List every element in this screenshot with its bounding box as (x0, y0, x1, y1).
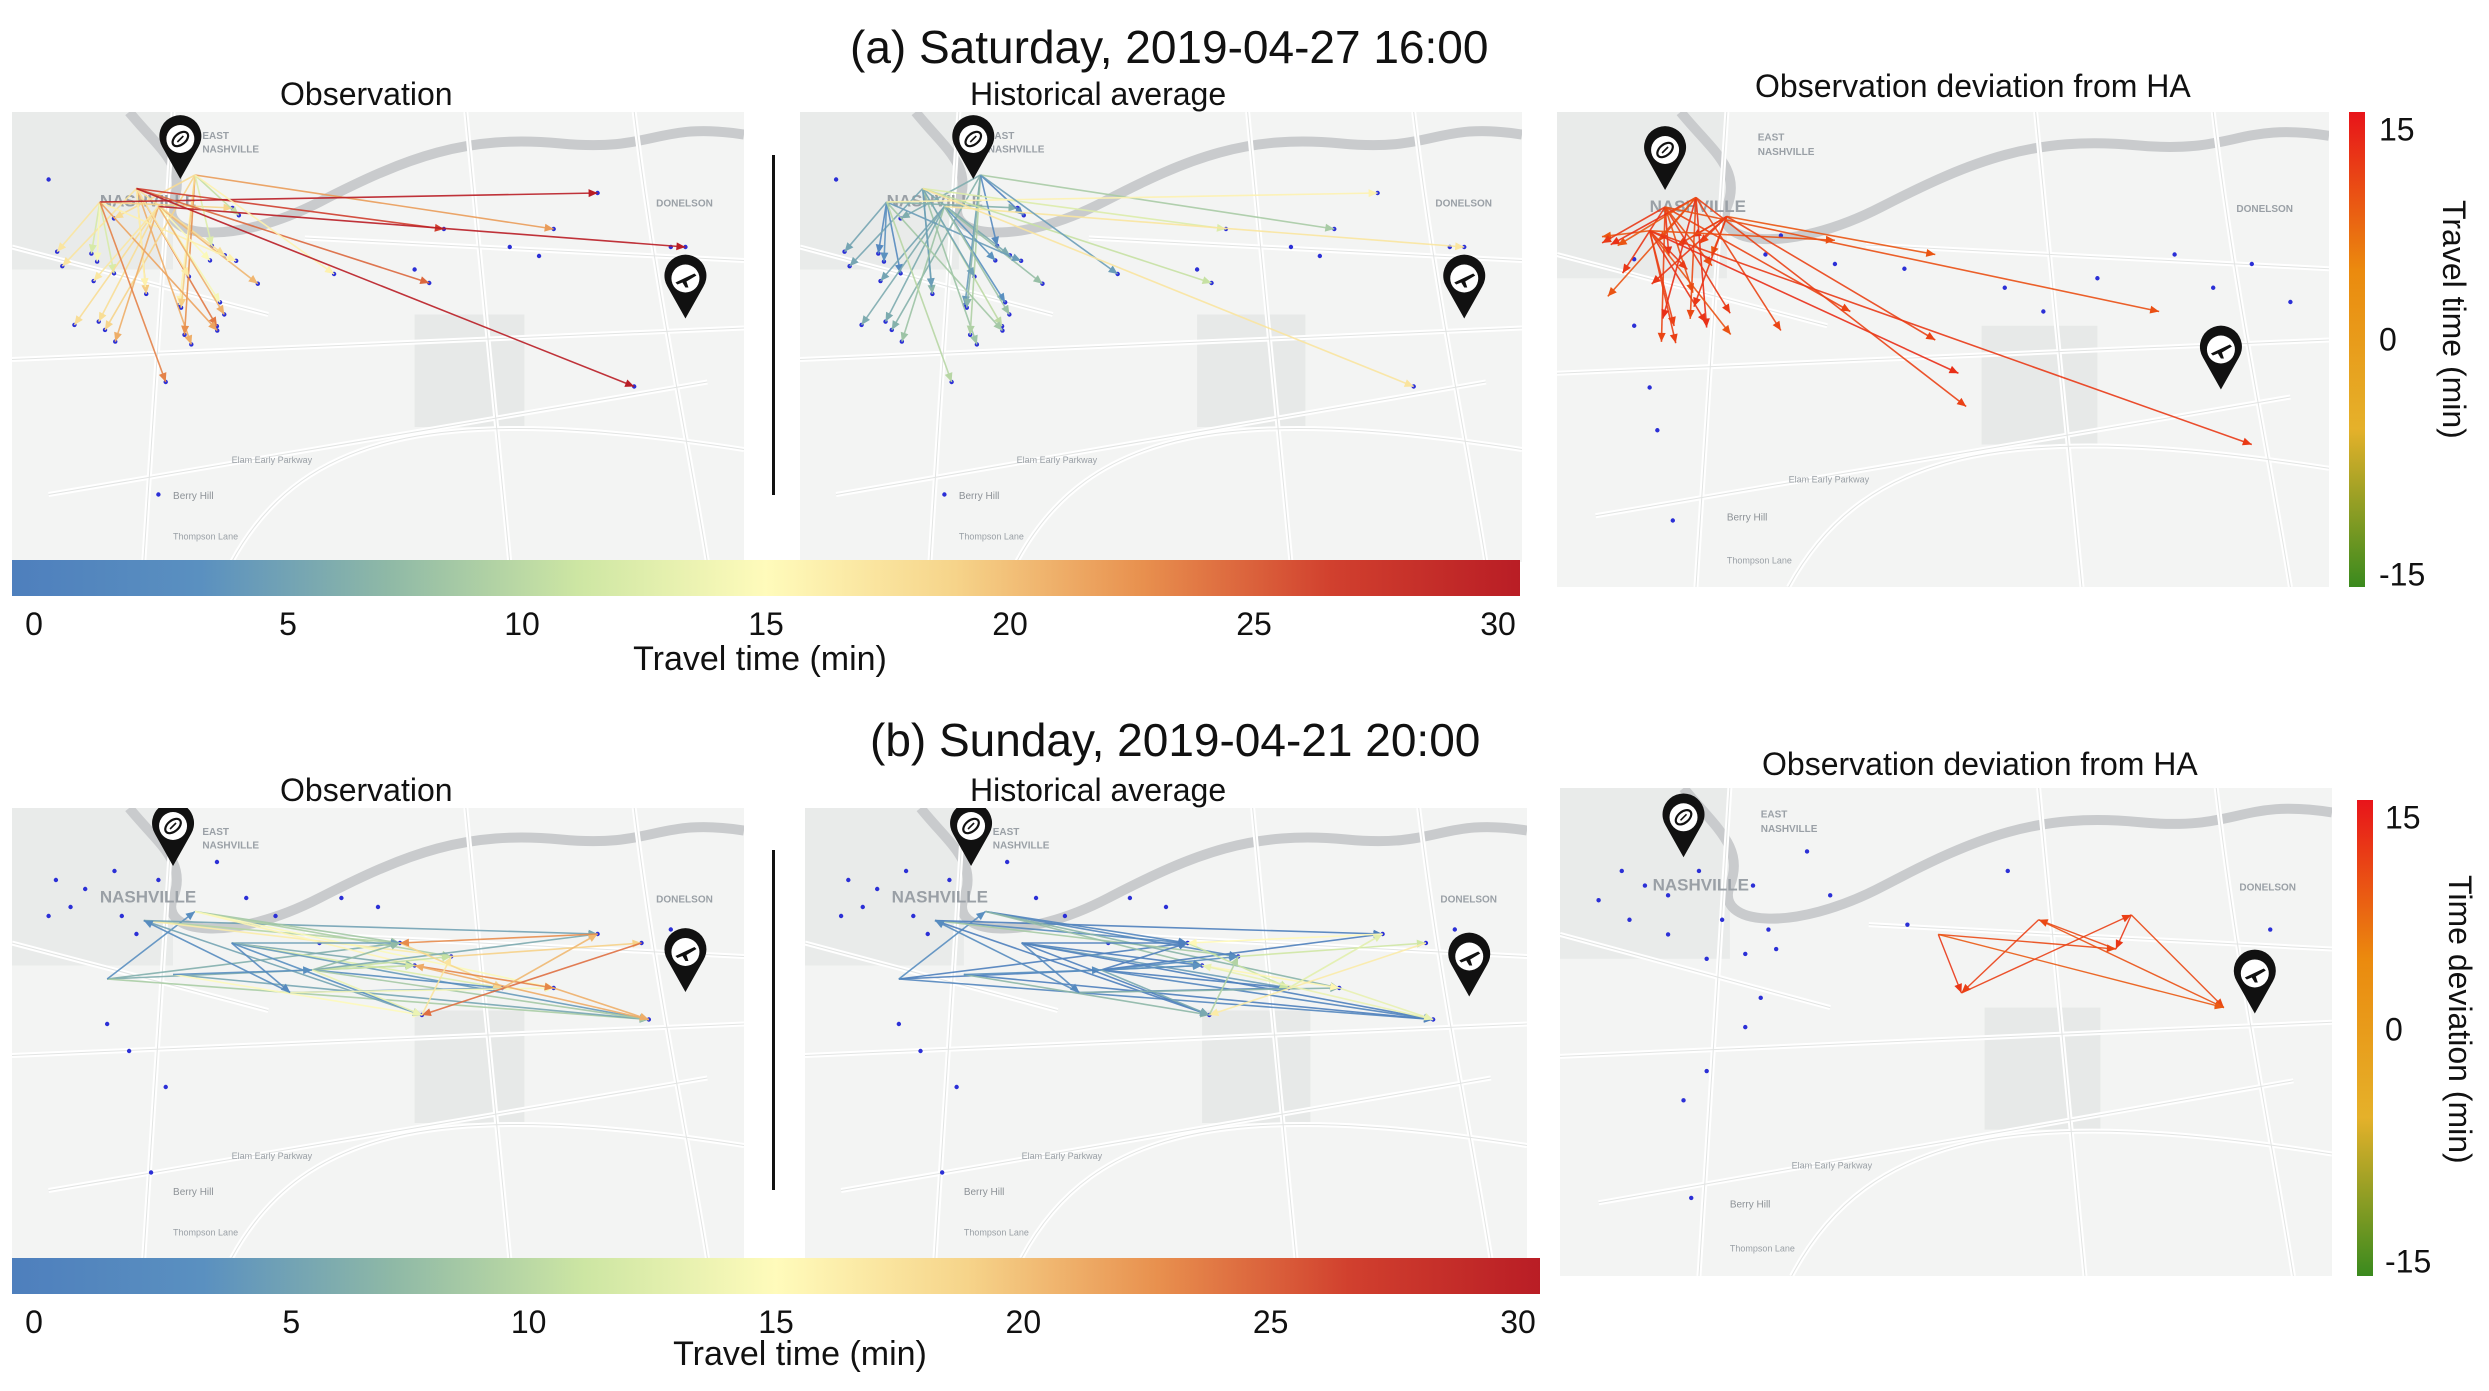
section-a-deviation-title: Observation deviation from HA (1755, 68, 2191, 104)
svg-text:NASHVILLE: NASHVILLE (988, 145, 1045, 156)
section-a-deviation-map: EAST NASHVILLE NASHVILLE DONELSON Berry Hill… (1557, 112, 2329, 587)
svg-text:Berry Hill: Berry Hill (959, 491, 1000, 502)
travel-colorbar-tick: 30 (1500, 1304, 1536, 1340)
airplane-marker-icon (664, 928, 707, 992)
section-a-observation-title: Observation (280, 76, 453, 112)
section-b-observation-map: EAST NASHVILLE NASHVILLE DONELSON Berry Hill… (12, 808, 744, 1258)
svg-text:Berry Hill: Berry Hill (1727, 513, 1768, 524)
section-a-ha-title: Historical average (970, 76, 1227, 112)
section-a-divider (772, 155, 775, 495)
section-a-travel-colorbar (12, 560, 1520, 596)
travel-colorbar-tick: 0 (25, 1304, 43, 1340)
svg-text:DONELSON: DONELSON (1440, 895, 1497, 906)
section-b-deviation-map: EAST NASHVILLE NASHVILLE DONELSON Berry Hill… (1560, 788, 2332, 1276)
svg-text:Berry Hill: Berry Hill (1730, 1200, 1771, 1211)
svg-text:NASHVILLE: NASHVILLE (993, 841, 1050, 852)
svg-text:DONELSON: DONELSON (2239, 882, 2296, 893)
airplane-marker-icon (1448, 932, 1491, 997)
section-b-title: (b) Sunday, 2019-04-21 20:00 (870, 714, 1481, 766)
section-a-deviation-colorbar (2349, 112, 2365, 587)
travel-colorbar-tick: 15 (758, 1304, 794, 1340)
section-b-dev-tick-mid: 0 (2385, 1011, 2403, 1048)
airplane-marker-icon (664, 254, 707, 319)
airplane-marker-icon (1443, 254, 1486, 319)
travel-colorbar-tick: 20 (992, 606, 1028, 642)
section-a-title: (a) Saturday, 2019-04-27 16:00 (850, 21, 1489, 73)
svg-text:Thompson Lane: Thompson Lane (173, 532, 238, 542)
travel-colorbar-tick: 20 (1005, 1304, 1042, 1340)
svg-text:EAST: EAST (202, 827, 229, 838)
svg-text:Berry Hill: Berry Hill (173, 491, 214, 502)
section-a-dev-tick-bottom: -15 (2379, 556, 2426, 593)
svg-text:NASHVILLE: NASHVILLE (892, 888, 988, 907)
svg-text:Elam Early Parkway: Elam Early Parkway (1022, 1151, 1103, 1161)
svg-text:Thompson Lane: Thompson Lane (1727, 555, 1792, 565)
section-a-dev-tick-top: 15 (2379, 111, 2415, 148)
section-b-travel-colorbar (12, 1258, 1540, 1294)
svg-text:Berry Hill: Berry Hill (964, 1187, 1005, 1198)
svg-text:NASHVILLE: NASHVILLE (202, 145, 259, 156)
svg-text:Elam Early Parkway: Elam Early Parkway (232, 1151, 313, 1161)
svg-text:EAST: EAST (1761, 809, 1788, 820)
section-b-dev-colorbar-label: Time deviation (min) (2442, 875, 2478, 1164)
svg-text:Elam Early Parkway: Elam Early Parkway (1789, 475, 1870, 485)
section-b-dev-tick-top: 15 (2385, 799, 2421, 836)
section-a-travel-colorbar-label: Travel time (min) (633, 640, 887, 678)
football-marker-icon (1662, 793, 1705, 858)
section-b-ha-title: Historical average (970, 772, 1227, 808)
svg-text:Thompson Lane: Thompson Lane (964, 1228, 1029, 1238)
travel-colorbar-tick: 30 (1480, 606, 1516, 642)
svg-text:DONELSON: DONELSON (2236, 204, 2293, 215)
travel-colorbar-tick: 5 (282, 1304, 301, 1340)
travel-colorbar-tick: 25 (1252, 1304, 1289, 1340)
football-marker-icon (952, 115, 995, 179)
svg-text:NASHVILLE: NASHVILLE (202, 841, 259, 852)
svg-text:EAST: EAST (202, 131, 229, 142)
section-b-ha-map: EAST NASHVILLE NASHVILLE DONELSON Berry Hill… (805, 808, 1527, 1258)
section-b-dev-tick-bottom: -15 (2385, 1243, 2432, 1280)
svg-text:NASHVILLE: NASHVILLE (100, 888, 196, 907)
section-b-deviation-colorbar (2357, 800, 2373, 1276)
section-b-travel-colorbar-label: Travel time (min) (673, 1335, 927, 1373)
svg-text:NASHVILLE: NASHVILLE (1758, 147, 1815, 158)
travel-colorbar-tick: 5 (279, 606, 297, 642)
svg-text:DONELSON: DONELSON (1435, 199, 1492, 210)
travel-colorbar-tick: 10 (504, 606, 540, 642)
travel-colorbar-tick: 15 (748, 606, 784, 642)
football-marker-icon (152, 808, 195, 866)
svg-text:EAST: EAST (993, 827, 1020, 838)
svg-text:Elam Early Parkway: Elam Early Parkway (1017, 455, 1098, 465)
football-marker-icon (950, 808, 993, 866)
travel-colorbar-tick: 0 (25, 606, 43, 642)
svg-text:Thompson Lane: Thompson Lane (173, 1228, 238, 1238)
svg-text:EAST: EAST (1758, 133, 1785, 144)
section-b-observation-title: Observation (280, 772, 453, 808)
svg-text:NASHVILLE: NASHVILLE (1761, 824, 1818, 835)
svg-text:Thompson Lane: Thompson Lane (1730, 1244, 1795, 1254)
svg-text:DONELSON: DONELSON (656, 895, 713, 906)
svg-text:Berry Hill: Berry Hill (173, 1187, 214, 1198)
section-b-divider (772, 850, 775, 1190)
section-a-dev-tick-mid: 0 (2379, 321, 2397, 358)
svg-text:Elam Early Parkway: Elam Early Parkway (232, 455, 313, 465)
airplane-marker-icon (2199, 325, 2242, 390)
svg-text:Thompson Lane: Thompson Lane (959, 532, 1024, 542)
travel-colorbar-tick: 25 (1236, 606, 1272, 642)
svg-text:EAST: EAST (988, 131, 1015, 142)
section-a-dev-colorbar-label: Travel time (min) (2436, 200, 2472, 439)
svg-text:NASHVILLE: NASHVILLE (1653, 875, 1749, 894)
football-marker-icon (1644, 126, 1687, 190)
section-b-deviation-title: Observation deviation from HA (1762, 746, 2198, 782)
airplane-marker-icon (2233, 949, 2276, 1014)
svg-text:DONELSON: DONELSON (656, 199, 713, 210)
svg-text:Elam Early Parkway: Elam Early Parkway (1792, 1161, 1873, 1171)
football-marker-icon (159, 115, 202, 179)
travel-colorbar-tick: 10 (510, 1304, 547, 1340)
